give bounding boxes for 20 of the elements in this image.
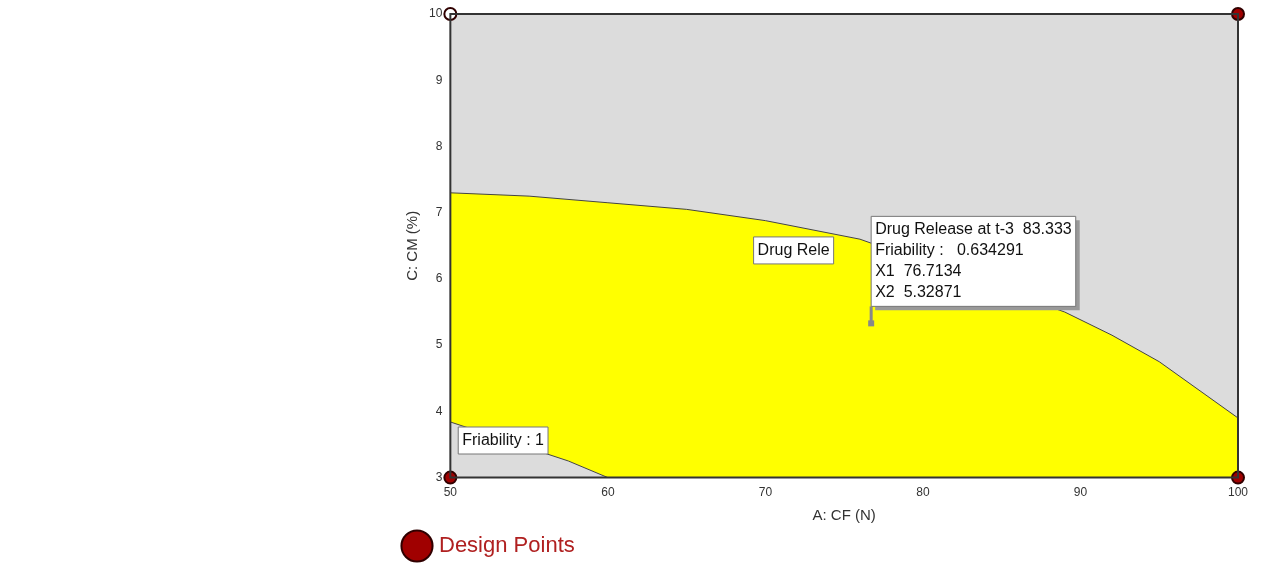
legend-label: Design Points bbox=[439, 532, 575, 558]
y-tick-label: 10 bbox=[428, 6, 443, 21]
y-axis-title: C: CM (%) bbox=[403, 210, 421, 281]
annotation: Drug Rele bbox=[757, 240, 830, 258]
annotation: Drug Release at t-3 83.333 Friability : 0.634291 X1 76.7134 X2 5.32871 bbox=[875, 220, 1072, 301]
x-tick-label: 50 bbox=[443, 485, 458, 500]
y-tick-label: 9 bbox=[435, 72, 443, 87]
x-tick-label: 100 bbox=[1227, 485, 1249, 500]
y-tick-label: 5 bbox=[435, 337, 443, 352]
y-tick-label: 4 bbox=[435, 403, 443, 418]
y-tick-label: 7 bbox=[435, 205, 443, 219]
annotation: Friability : 1 bbox=[462, 430, 545, 448]
x-tick-label: 60 bbox=[601, 485, 615, 500]
x-tick-label: 70 bbox=[758, 485, 773, 500]
y-tick-label: 3 bbox=[435, 469, 443, 484]
y-tick-label: 8 bbox=[435, 138, 443, 153]
y-tick-label: 6 bbox=[435, 271, 443, 286]
x-axis-title: A: CF (N) bbox=[812, 506, 876, 524]
x-tick-label: 80 bbox=[916, 485, 930, 500]
x-tick-label: 90 bbox=[1073, 485, 1088, 500]
